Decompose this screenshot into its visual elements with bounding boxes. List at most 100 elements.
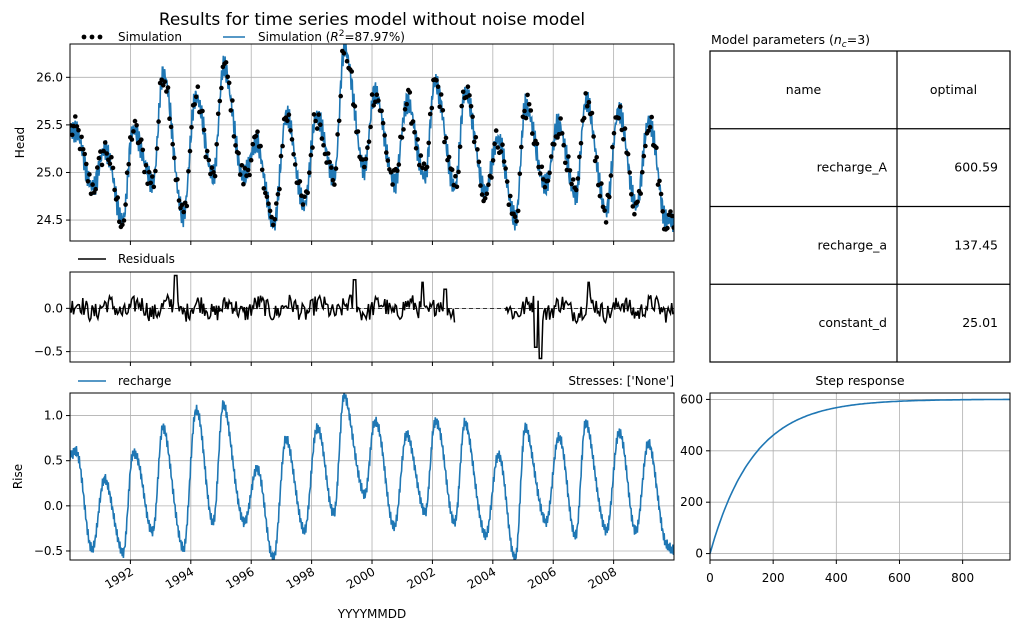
observation-point xyxy=(142,169,147,175)
observation-point xyxy=(104,151,109,156)
observation-point xyxy=(417,162,422,168)
observation-point xyxy=(542,184,548,190)
observation-point xyxy=(203,154,208,160)
observation-point xyxy=(611,130,617,136)
observation-point xyxy=(99,162,105,168)
observation-point xyxy=(121,218,127,223)
observation-point xyxy=(368,124,373,130)
observation-point xyxy=(399,135,405,140)
observation-point xyxy=(129,137,135,142)
observation-point xyxy=(547,170,552,176)
observation-point xyxy=(602,208,607,213)
observation-point xyxy=(500,142,505,147)
table-cell-value: 137.45 xyxy=(954,237,998,252)
observation-point xyxy=(319,136,325,141)
legend-marker-dots xyxy=(89,34,95,40)
observation-point xyxy=(162,79,168,84)
observation-point xyxy=(649,114,654,120)
step-response-line xyxy=(709,398,1010,554)
observation-point xyxy=(382,133,388,138)
figure-title: Results for time series model without no… xyxy=(159,10,585,30)
observation-point xyxy=(629,192,634,197)
observation-point xyxy=(437,104,443,109)
observation-point xyxy=(581,115,587,121)
observation-point xyxy=(95,165,100,170)
residuals-axes-frame xyxy=(69,271,675,363)
observation-point xyxy=(412,129,417,135)
observation-point xyxy=(508,193,513,199)
observation-point xyxy=(470,114,475,119)
observation-point xyxy=(501,159,507,164)
observation-point xyxy=(274,201,279,206)
observation-point xyxy=(259,167,265,173)
table-cell-name: constant_d xyxy=(818,315,887,330)
observation-point xyxy=(558,116,563,121)
observation-point xyxy=(569,181,574,187)
observation-point xyxy=(365,145,370,150)
observation-point xyxy=(371,103,377,108)
observation-point xyxy=(459,103,465,109)
observation-point xyxy=(300,202,306,207)
observation-point xyxy=(341,51,347,56)
observation-point xyxy=(655,182,661,187)
observation-point xyxy=(263,190,268,196)
observation-point xyxy=(473,135,479,140)
recharge-xlabel: YYYYMMDD xyxy=(337,607,407,621)
observation-point xyxy=(471,139,477,145)
table-title: Model parameters (nc=3) xyxy=(711,32,870,50)
observation-point xyxy=(332,182,337,187)
observation-point xyxy=(401,127,406,132)
parameter-table: Model parameters (nc=3) name optimal rechar… xyxy=(709,32,1011,363)
observation-point xyxy=(206,157,212,163)
observation-point xyxy=(189,125,194,130)
observation-point xyxy=(492,141,497,147)
observation-point xyxy=(640,169,645,175)
observation-point xyxy=(110,165,116,171)
observation-point xyxy=(418,153,424,158)
observation-point xyxy=(503,166,508,171)
observation-point xyxy=(442,139,447,145)
observation-point xyxy=(376,98,381,103)
x-tick-label: 2002 xyxy=(404,564,437,591)
observation-point xyxy=(79,134,84,140)
x-tick-label: 1994 xyxy=(163,564,196,591)
observation-point xyxy=(657,178,662,184)
observation-point xyxy=(302,194,307,199)
legend-label: Simulation (R2=87.97%) xyxy=(258,29,405,44)
observation-point xyxy=(70,132,75,138)
observation-point xyxy=(374,92,380,97)
observation-point xyxy=(396,162,402,167)
observation-point xyxy=(671,225,674,230)
observation-point xyxy=(344,58,350,64)
observation-point xyxy=(146,169,152,175)
observation-point xyxy=(607,194,612,200)
simulation-line xyxy=(70,44,674,233)
observation-point xyxy=(200,108,205,114)
observation-point xyxy=(402,107,408,112)
table-header-name: name xyxy=(786,82,822,97)
observation-point xyxy=(600,204,606,210)
x-tick-label: 2008 xyxy=(586,564,619,591)
observation-point xyxy=(115,195,120,200)
observation-point xyxy=(193,94,199,100)
observation-point xyxy=(195,84,201,89)
observation-point xyxy=(236,150,241,156)
observation-point xyxy=(366,139,372,144)
observation-point xyxy=(515,208,521,214)
observation-point xyxy=(307,170,312,175)
observation-point xyxy=(476,159,482,165)
observation-point xyxy=(109,154,114,160)
y-tick-label: 0.0 xyxy=(44,499,63,513)
y-tick-label: −0.5 xyxy=(34,544,63,558)
observation-point xyxy=(278,153,284,159)
observation-point xyxy=(73,114,78,119)
observation-point xyxy=(449,167,455,172)
observation-point xyxy=(258,143,263,149)
observation-point xyxy=(643,143,648,149)
observation-point xyxy=(187,148,193,154)
observation-point xyxy=(225,74,230,80)
observation-point xyxy=(591,134,596,139)
residuals-plot: −0.5 0.0 Residuals xyxy=(34,252,675,366)
observation-point xyxy=(385,158,391,163)
observation-point xyxy=(355,129,361,134)
